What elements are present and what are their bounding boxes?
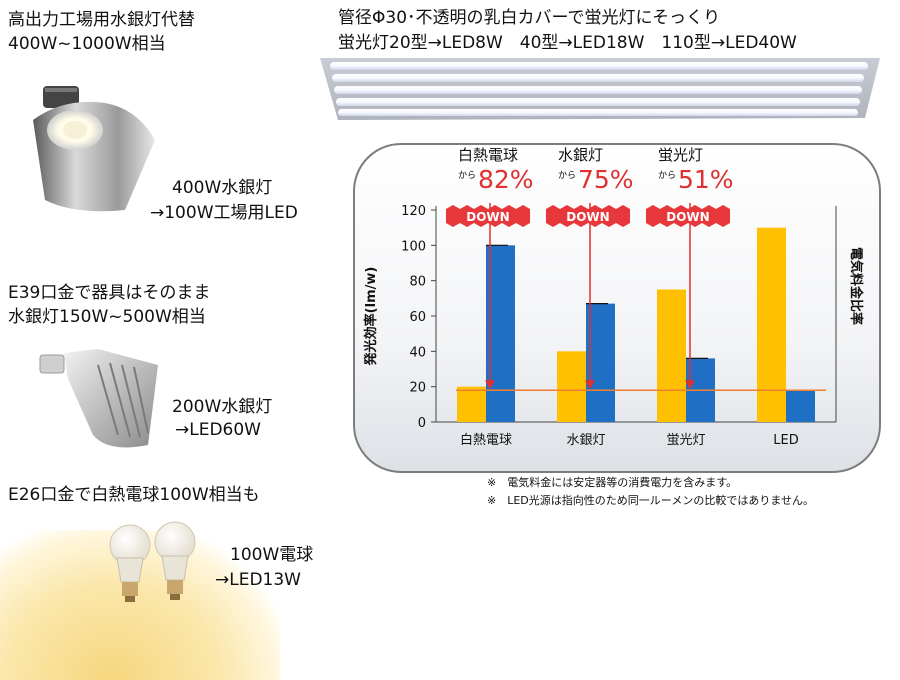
y-tick-label: 40 [409, 345, 426, 360]
bar-蛍光灯-s1 [657, 289, 686, 422]
y2-axis-label: 電気料金比率 [848, 247, 864, 325]
x-tick-label: 水銀灯 [566, 433, 605, 448]
reduction-percent: 82% [478, 165, 534, 194]
y-tick-label: 100 [401, 239, 426, 254]
arrow-head [685, 380, 695, 390]
down-badge-text: DOWN [666, 210, 709, 224]
block2-label1: 200W水銀灯 [172, 397, 273, 417]
down-badge [646, 205, 730, 227]
down-badge-text: DOWN [466, 210, 509, 224]
bar-LED-s1 [757, 227, 786, 422]
e26-led-bulbs-image [109, 521, 196, 602]
top-line1: 管径Φ30･不透明の乳白カバーで蛍光灯にそっくり [338, 8, 721, 28]
bulb-1 [109, 524, 151, 602]
reduction-percent: 51% [678, 165, 734, 194]
reduction-kara-label: から [658, 170, 676, 181]
note-2: ※ LED光源は指向性のため同一ルーメンの比較ではありません。 [487, 494, 814, 507]
highbay-lamp-image [33, 86, 155, 212]
e39-led-bulb-image [39, 349, 158, 448]
x-tick-label: 蛍光灯 [666, 433, 705, 448]
block1-label1: 400W水銀灯 [172, 178, 273, 198]
note-1: ※ 電気料金には安定器等の消費電力を含みます。 [487, 476, 738, 489]
block3-label2: →LED13W [215, 570, 301, 590]
bar-白熱電球-s2 [486, 245, 515, 422]
block2-title1: E39口金で器具はそのまま [8, 283, 211, 303]
block3-label1: 100W電球 [230, 545, 314, 565]
top-line2: 蛍光灯20型→LED8W 40型→LED18W 110型→LED40W [338, 33, 797, 53]
reduction-kara-label: から [458, 170, 476, 181]
reduction-from-label: 水銀灯 [558, 146, 603, 164]
y-tick-label: 80 [409, 275, 426, 290]
down-badge [446, 205, 530, 227]
y-axis-label: 発光効率(lm/w) [363, 267, 379, 367]
x-tick-label: 白熱電球 [460, 432, 512, 448]
reduction-from-label: 蛍光灯 [658, 146, 703, 164]
down-badge-text: DOWN [566, 210, 609, 224]
y-tick-label: 20 [409, 381, 426, 396]
y-tick-label: 120 [401, 204, 426, 219]
reduction-percent: 75% [578, 165, 634, 194]
reduction-from-label: 白熱電球 [458, 146, 518, 164]
bar-水銀灯-s2 [586, 303, 615, 422]
bar-水銀灯-s1 [557, 351, 586, 422]
bar-LED-s2 [786, 390, 815, 422]
bar-白熱電球-s1 [457, 386, 486, 422]
x-tick-label: LED [773, 433, 798, 448]
block1-title2: 400W~1000W相当 [8, 34, 166, 54]
y-tick-label: 0 [418, 416, 426, 431]
fluorescent-fixture-image [320, 58, 880, 120]
y-tick-label: 60 [409, 310, 426, 325]
block1-label2: →100W工場用LED [150, 203, 298, 223]
block3-title1: E26口金で白熱電球100W相当も [8, 485, 260, 505]
block2-title2: 水銀灯150W~500W相当 [8, 307, 206, 327]
arrow-head [485, 380, 495, 390]
arrow-head [585, 380, 595, 390]
block1-title1: 高出力工場用水銀灯代替 [8, 10, 195, 30]
reduction-kara-label: から [558, 170, 576, 181]
block2-label2: →LED60W [175, 420, 261, 440]
down-badge [546, 205, 630, 227]
